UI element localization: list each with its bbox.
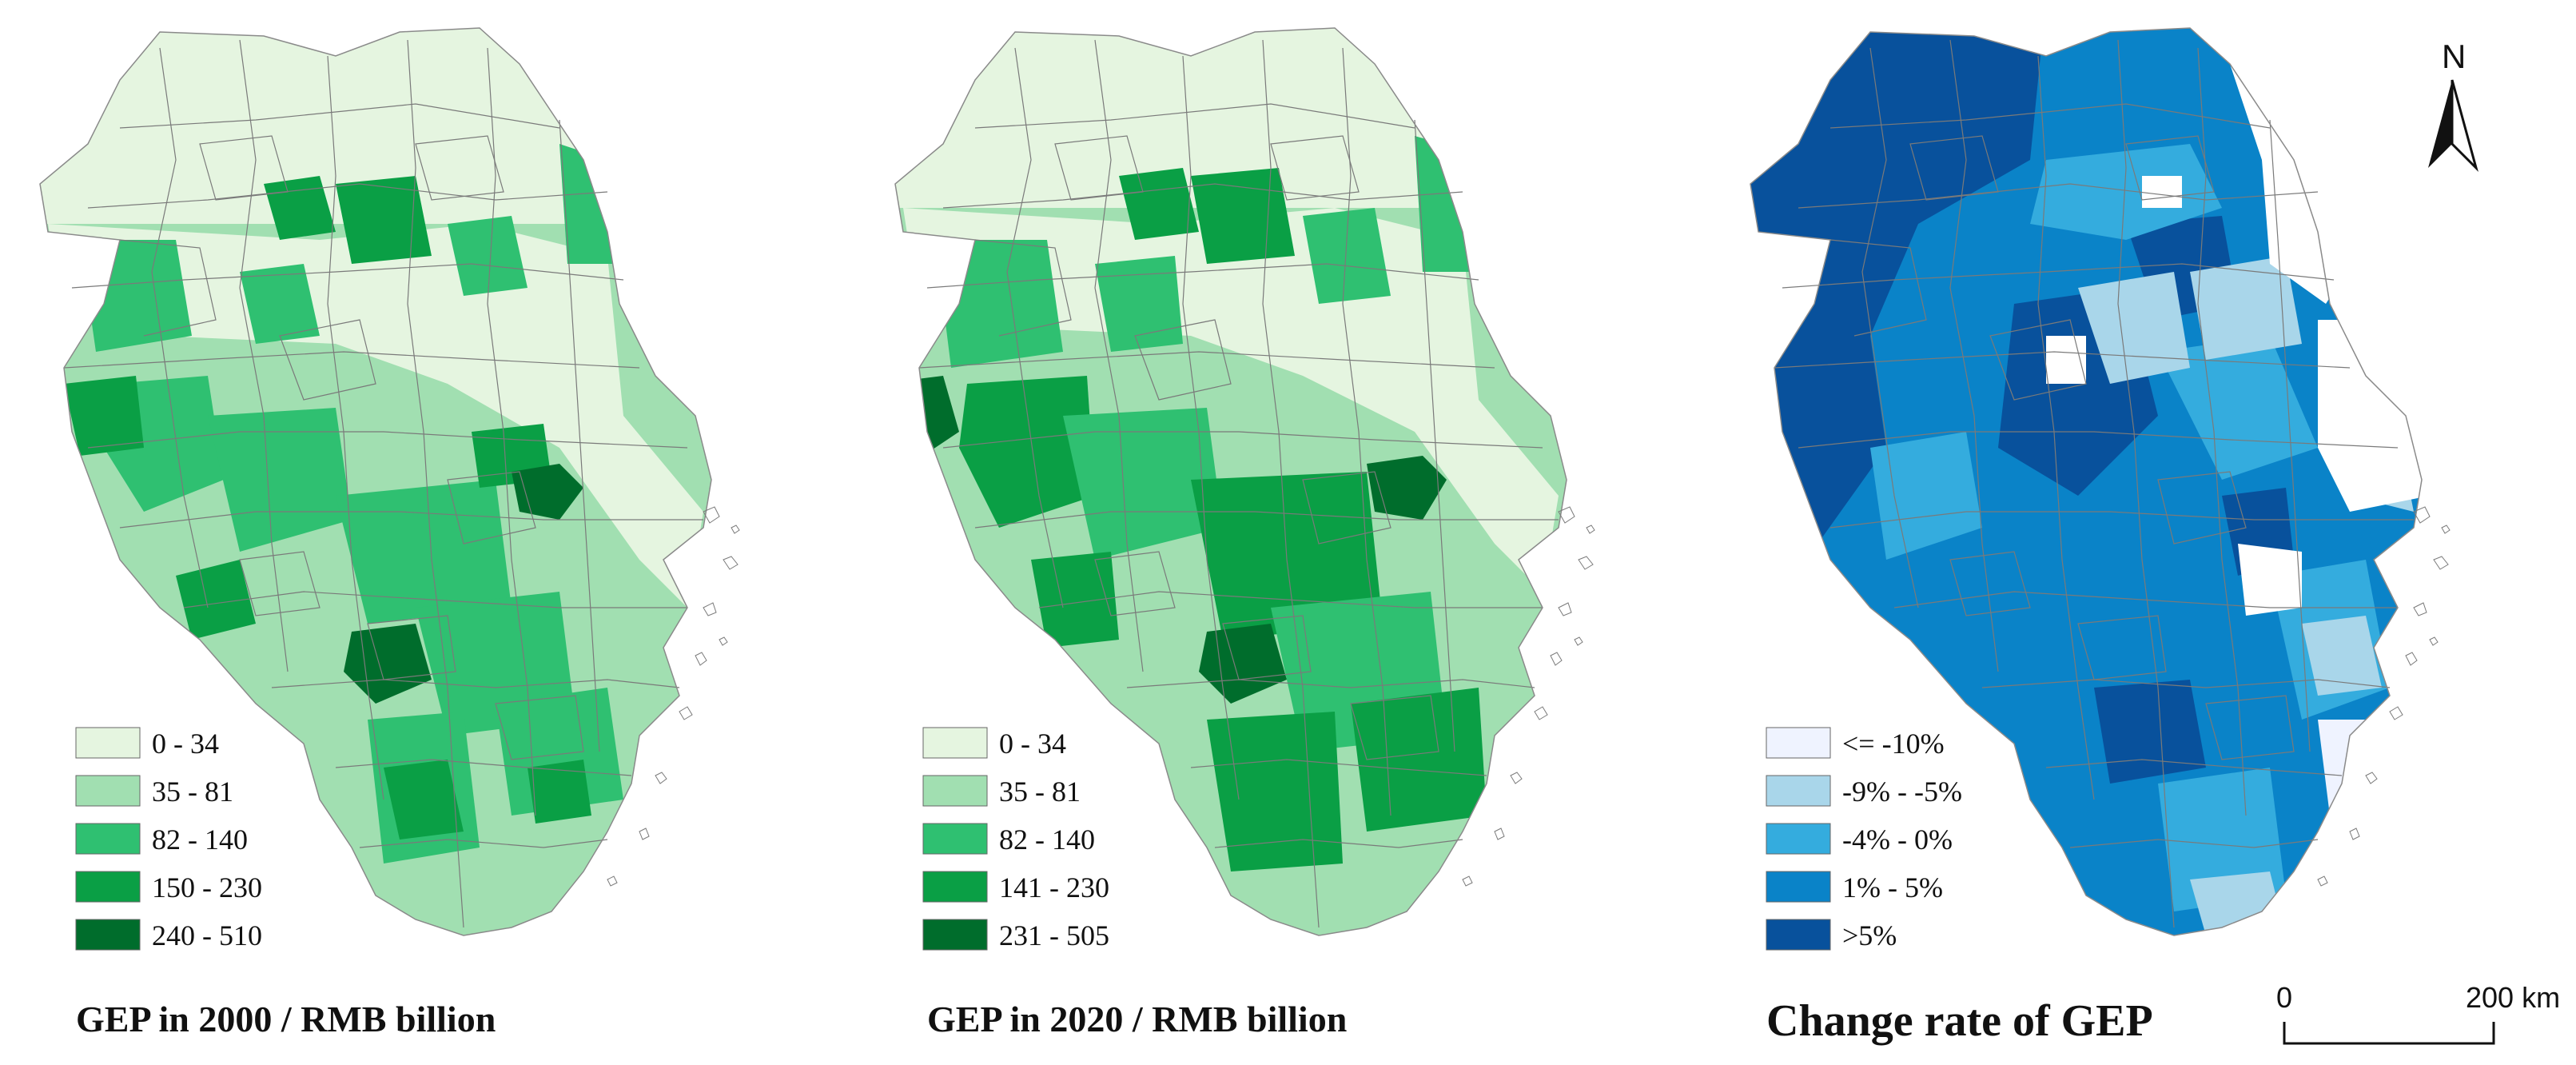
legend-swatch xyxy=(1766,823,1831,855)
panel-title-change-rate: Change rate of GEP xyxy=(1766,996,2153,1046)
legend-label: -9% - -5% xyxy=(1842,776,1962,808)
legend-label: 0 - 34 xyxy=(152,728,219,760)
panel-title-gep-2000: GEP in 2000 / RMB billion xyxy=(76,999,496,1039)
legend-swatch xyxy=(922,871,988,903)
legend-swatch xyxy=(75,727,141,759)
change-rate-choropleth xyxy=(1750,28,2422,935)
legend-gep-2020: 0 - 34 35 - 81 82 - 140 141 - 230 231 - … xyxy=(922,727,1109,951)
scale-bar-line xyxy=(2283,1022,2495,1045)
legend-label: 35 - 81 xyxy=(999,776,1081,808)
panel-change-rate xyxy=(1750,27,2451,936)
legend-swatch xyxy=(922,823,988,855)
legend-label: 82 - 140 xyxy=(152,824,248,856)
legend-label: 141 - 230 xyxy=(999,872,1109,903)
legend-swatch xyxy=(922,727,988,759)
panel-gep-2000 xyxy=(39,27,740,936)
legend-gep-2000: 0 - 34 35 - 81 82 - 140 150 - 230 240 - … xyxy=(75,727,262,951)
legend-label: 150 - 230 xyxy=(152,872,262,903)
legend-label: 82 - 140 xyxy=(999,824,1095,856)
legend-label: >5% xyxy=(1842,919,1897,951)
legend-swatch xyxy=(1766,727,1831,759)
legend-swatch xyxy=(922,919,988,951)
legend-label: 1% - 5% xyxy=(1842,872,1943,903)
legend-label: 240 - 510 xyxy=(152,919,262,951)
legend-label: 231 - 505 xyxy=(999,919,1109,951)
legend-swatch xyxy=(922,775,988,807)
legend-swatch xyxy=(75,775,141,807)
legend-label: <= -10% xyxy=(1842,728,1945,760)
scale-bar-end-label: 200 km xyxy=(2466,981,2560,1014)
panel-gep-2020 xyxy=(894,27,1595,936)
legend-label: 0 - 34 xyxy=(999,728,1066,760)
legend-swatch xyxy=(75,871,141,903)
north-arrow: N xyxy=(2428,38,2478,173)
legend-label: 35 - 81 xyxy=(152,776,233,808)
legend-swatch xyxy=(75,823,141,855)
legend-change-rate: <= -10% -9% - -5% -4% - 0% 1% - 5% >5% xyxy=(1766,727,1962,951)
north-arrow-left-half xyxy=(2428,80,2452,168)
scale-bar: 0 200 km xyxy=(2276,981,2560,1045)
north-arrow-right-half xyxy=(2451,79,2478,173)
gep-2000-choropleth xyxy=(40,28,711,935)
legend-swatch xyxy=(1766,871,1831,903)
legend-swatch xyxy=(75,919,141,951)
legend-swatch xyxy=(1766,775,1831,807)
scale-bar-start-label: 0 xyxy=(2276,981,2292,1014)
legend-label: -4% - 0% xyxy=(1842,824,1953,856)
north-arrow-label: N xyxy=(2442,38,2466,75)
legend-swatch xyxy=(1766,919,1831,951)
panel-title-gep-2020: GEP in 2020 / RMB billion xyxy=(927,999,1347,1039)
gep-2020-choropleth xyxy=(895,28,1567,935)
